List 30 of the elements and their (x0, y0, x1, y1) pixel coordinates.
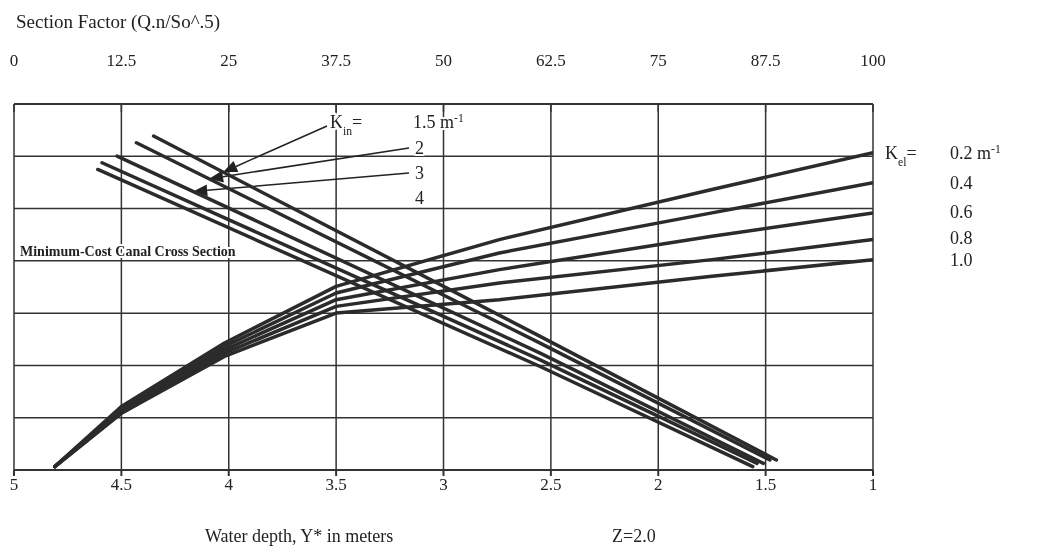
x-tick-label: 4 (224, 475, 234, 495)
x-tick-label: 4.5 (110, 475, 132, 495)
x-tick-label: 2.5 (540, 475, 562, 495)
x2-tick-label: 12.5 (106, 51, 137, 70)
x-tick-label: 1.5 (755, 475, 777, 495)
annotation: 4 (415, 188, 424, 208)
text: 0.4 (950, 173, 973, 193)
text: 1.0 (950, 250, 973, 270)
x2-tick-label: 37.5 (321, 51, 351, 70)
x2-tick-label: 87.5 (750, 51, 781, 70)
x2-tick-label: 100 (860, 51, 886, 70)
text: Z=2.0 (612, 526, 656, 546)
text: 0.6 (950, 202, 973, 222)
x-tick-label: 5 (9, 475, 19, 495)
x-tick-label: 2 (654, 475, 663, 495)
text: 0.2 m$^{-1}$ (950, 142, 1001, 163)
x2-tick-label: 50 (435, 51, 452, 70)
x2-tick-label: 62.5 (536, 51, 566, 70)
text: K$_{el}$= (885, 143, 917, 169)
x-tick-label: 1 (868, 475, 878, 495)
x2-tick-label: 75 (649, 51, 667, 70)
annotation: 3 (415, 163, 424, 183)
x-axis-title: Water depth, Y* in meters (205, 526, 394, 546)
x-tick-label: 3 (439, 475, 448, 495)
x2-axis-title: Section Factor (Q.n/So^.5) (16, 11, 221, 33)
annotation: 2 (415, 138, 424, 158)
x2-tick-label: 0 (9, 51, 19, 70)
x-tick-label: 3.5 (325, 475, 347, 495)
x2-tick-label: 25 (220, 51, 238, 70)
text: 0.8 (950, 228, 973, 248)
